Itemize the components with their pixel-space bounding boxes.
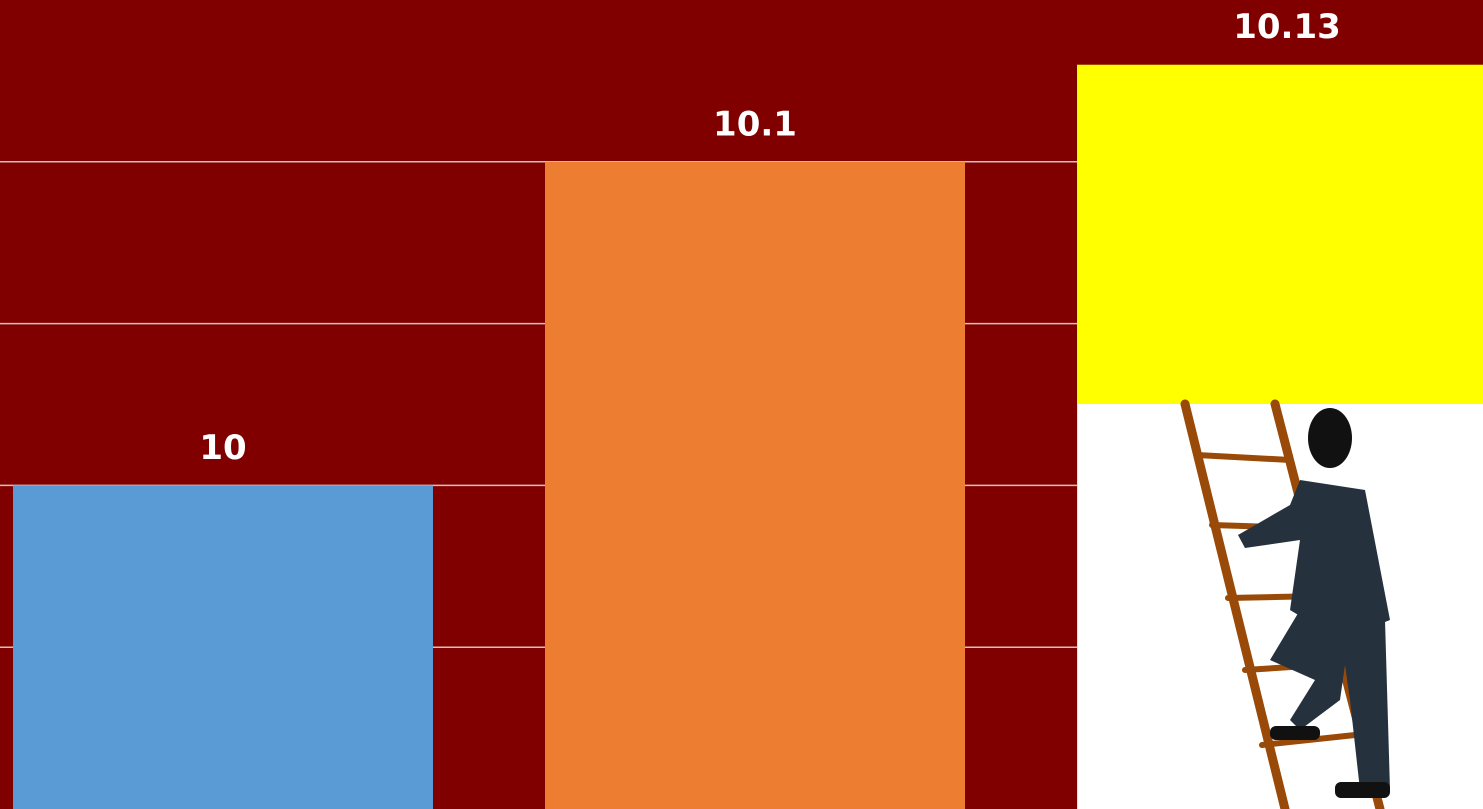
illustration-background [1078,404,1483,809]
bar [545,161,965,809]
bar [13,485,433,809]
data-label: 10.13 [1233,7,1341,47]
data-label: 10.1 [713,104,797,144]
data-label: 10 [199,428,246,468]
climber [1238,408,1390,798]
ladder-illustration [1078,399,1483,809]
